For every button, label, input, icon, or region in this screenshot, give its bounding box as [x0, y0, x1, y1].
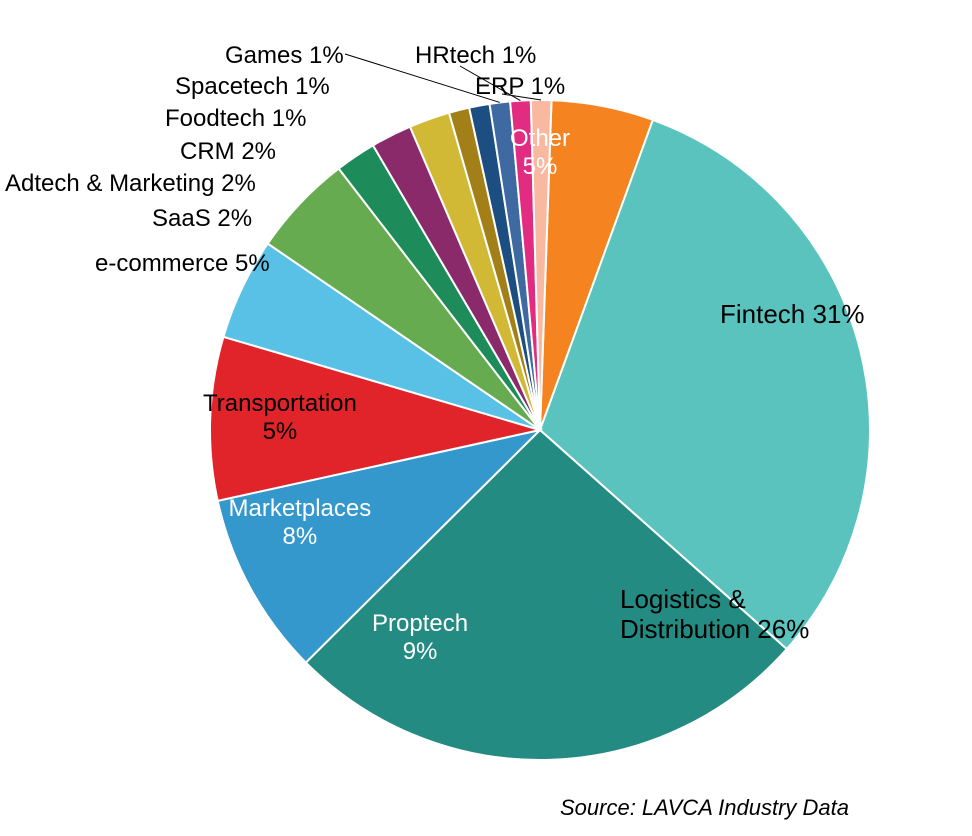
callout-label: CRM 2%	[180, 138, 276, 166]
callout-label: HRtech 1%	[415, 42, 536, 70]
slice-label: Marketplaces8%	[229, 495, 372, 550]
callout-label: Spacetech 1%	[175, 73, 330, 101]
pie-chart-container: Other5% Fintech 31% Logistics &Distributio…	[0, 0, 972, 836]
callout-label: e-commerce 5%	[95, 250, 270, 278]
chart-source: Source: LAVCA Industry Data	[560, 795, 849, 821]
callout-label: SaaS 2%	[152, 205, 252, 233]
slice-label: Logistics &Distribution 26%	[620, 585, 809, 645]
pie-chart-svg	[0, 0, 972, 836]
callout-label: ERP 1%	[475, 73, 565, 101]
slice-label: Other5%	[510, 125, 570, 180]
callout-label: Adtech & Marketing 2%	[5, 170, 256, 198]
slice-label: Fintech 31%	[720, 300, 865, 330]
slice-label: Proptech9%	[372, 610, 468, 665]
callout-label: Games 1%	[225, 42, 344, 70]
callout-label: Foodtech 1%	[165, 105, 306, 133]
slice-label: Transportation5%	[203, 390, 357, 445]
